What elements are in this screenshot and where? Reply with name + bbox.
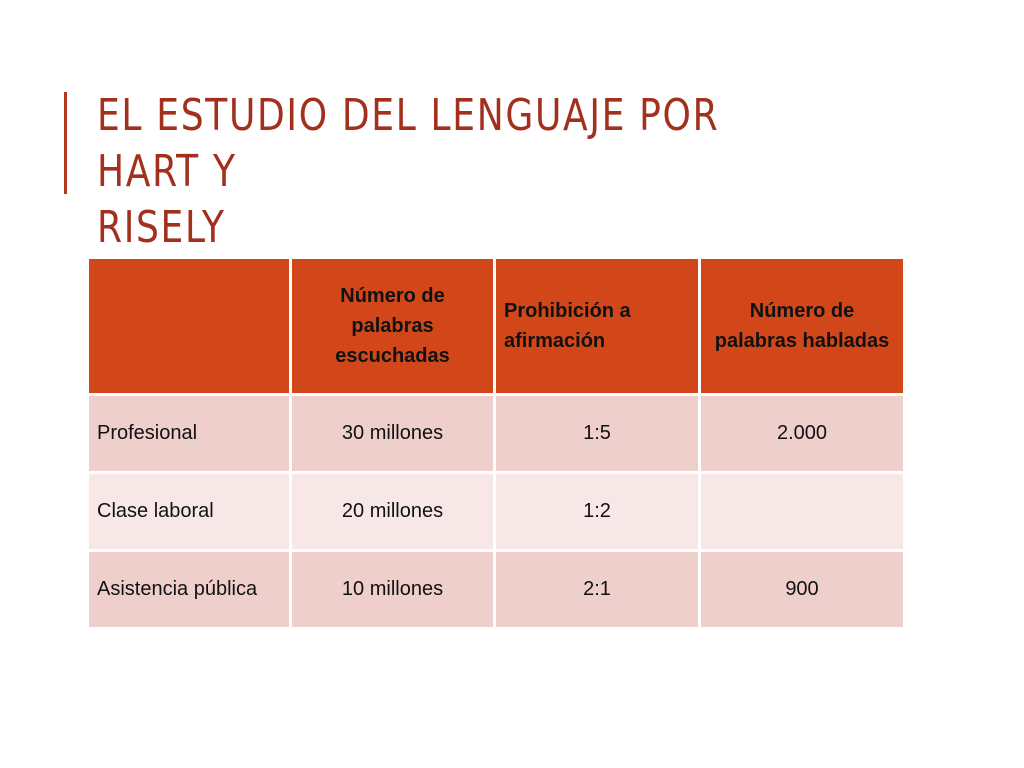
data-table: Número de palabras escuchadas Prohibició…	[86, 256, 906, 630]
row-label: Asistencia pública	[86, 549, 292, 630]
header-cell-empty	[86, 256, 292, 396]
header-cell-words-heard: Número de palabras escuchadas	[289, 256, 496, 396]
header-cell-prohibition-ratio: Prohibición a afirmación	[493, 256, 701, 396]
cell-words-heard: 10 millones	[289, 549, 496, 630]
cell-words-heard: 30 millones	[289, 393, 496, 474]
cell-words-spoken: 900	[698, 549, 906, 630]
slide-title: EL ESTUDIO DEL LENGUAJE POR HART Y RISEL…	[97, 90, 720, 253]
cell-prohibition-ratio: 1:2	[493, 471, 701, 552]
table-row: Clase laboral 20 millones 1:2	[86, 471, 906, 552]
cell-words-spoken: 2.000	[698, 393, 906, 474]
row-label: Profesional	[86, 393, 292, 474]
table-header-row: Número de palabras escuchadas Prohibició…	[86, 256, 906, 396]
row-label: Clase laboral	[86, 471, 292, 552]
cell-prohibition-ratio: 1:5	[493, 393, 701, 474]
table-row: Profesional 30 millones 1:5 2.000	[86, 393, 906, 474]
cell-words-heard: 20 millones	[289, 471, 496, 552]
header-cell-words-spoken: Número de palabras habladas	[698, 256, 906, 396]
title-accent-bar	[64, 92, 67, 194]
table-row: Asistencia pública 10 millones 2:1 900	[86, 549, 906, 630]
cell-prohibition-ratio: 2:1	[493, 549, 701, 630]
cell-words-spoken	[698, 471, 906, 552]
